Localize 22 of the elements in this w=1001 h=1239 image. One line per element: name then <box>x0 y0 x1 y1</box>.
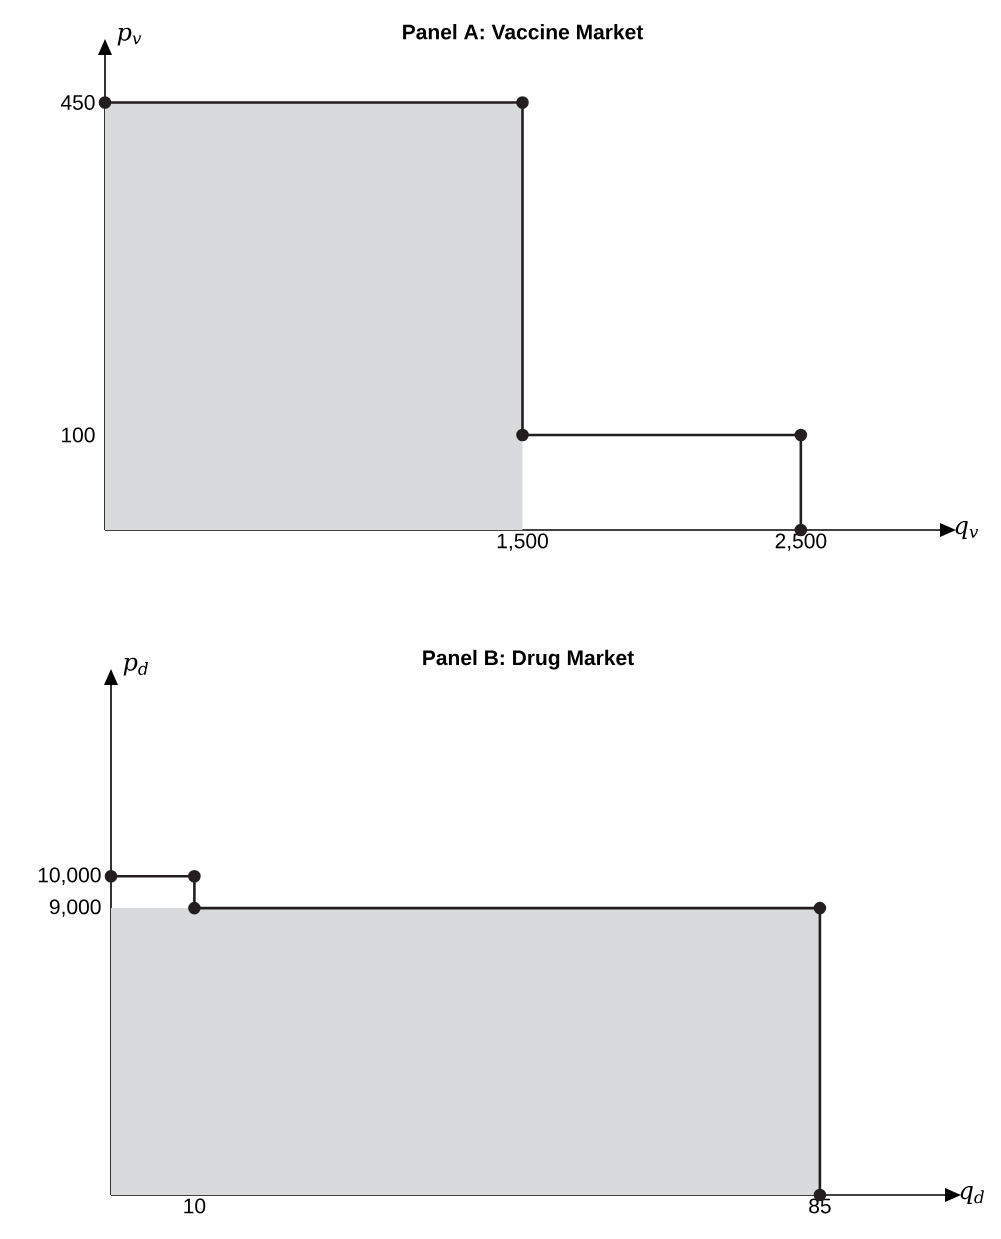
chart-title: Panel A: Vaccine Market <box>403 24 644 40</box>
chart-title: Panel B: Drug Market <box>423 649 634 670</box>
x-axis-title: q$_{d}$ <box>960 1186 984 1204</box>
point <box>794 428 808 442</box>
y-tick-label: 100 <box>62 427 95 443</box>
point <box>98 96 112 109</box>
y-tick-label: 9,000 <box>49 899 101 917</box>
point <box>104 869 118 883</box>
x-tick-label: 85 <box>809 1198 831 1214</box>
point <box>516 428 529 442</box>
x-tick-label: 2,500 <box>775 533 827 551</box>
point <box>188 901 201 915</box>
y-tick-label: 450 <box>60 95 95 110</box>
point <box>516 96 529 109</box>
x-axis-title: q$_{v}$ <box>955 521 979 539</box>
y-axis-title: p$_{v}$ <box>117 27 142 46</box>
x-tick-label: 10 <box>184 1198 206 1214</box>
point <box>813 901 827 915</box>
x-tick-label: 1,500 <box>497 533 548 551</box>
point <box>188 869 201 883</box>
y-axis-title: p$_{d}$ <box>123 657 148 676</box>
y-tick-label: 10,000 <box>38 867 101 885</box>
